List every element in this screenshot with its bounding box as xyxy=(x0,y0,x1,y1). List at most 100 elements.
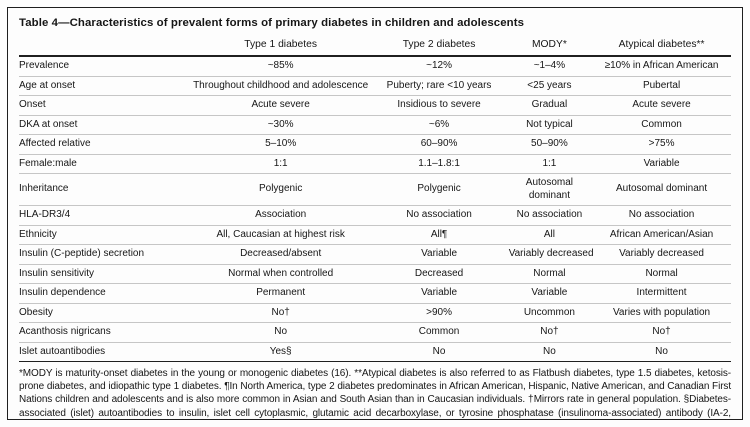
table-cell: Association xyxy=(189,205,372,225)
row-label: Insulin (C-peptide) secretion xyxy=(19,244,190,264)
table-cell: No xyxy=(371,341,507,362)
row-label: Ethnicity xyxy=(19,224,190,245)
table-cell: No xyxy=(592,341,731,362)
table-title: Table 4—Characteristics of prevalent for… xyxy=(19,17,525,29)
table-cell: No xyxy=(506,341,593,362)
table-row: Insulin sensitivity Normal when controlle… xyxy=(19,263,731,284)
row-label: Affected relative xyxy=(19,134,190,154)
table-cell: Insidious to severe xyxy=(371,95,507,115)
table-cell: All, Caucasian at highest risk xyxy=(189,224,372,245)
table-cell: Polygenic xyxy=(371,173,507,206)
diabetes-table: Type 1 diabetes Type 2 diabetes MODY* Atypi… xyxy=(19,37,731,362)
table-cell: No association xyxy=(506,205,593,225)
row-label: Prevalence xyxy=(19,60,70,71)
table-cell: Decreased xyxy=(371,263,507,284)
table-cell: Acute severe xyxy=(592,95,731,115)
table-cell: All xyxy=(506,224,593,245)
table-row: Ethnicity All, Caucasian at highest risk A… xyxy=(19,224,731,245)
table-cell: ~30% xyxy=(189,114,372,135)
table-body: Prevalence ~85% ~12% ~1–4% ≥10% in African A… xyxy=(19,56,731,362)
row-label: Obesity xyxy=(19,302,190,323)
table-row: Insulin (C-peptide) secretion Decreased/a… xyxy=(19,244,731,264)
row-label: Inheritance xyxy=(19,173,190,206)
table-cell: All¶ xyxy=(371,224,507,245)
table-cell: Gradual xyxy=(506,95,593,115)
table-cell: No† xyxy=(592,322,731,342)
table-row: Acanthosis nigricans No Common No† No† xyxy=(19,322,731,342)
table-cell: Variably decreased xyxy=(592,244,731,264)
row-label: Insulin dependence xyxy=(19,283,190,303)
table-cell: Yes§ xyxy=(189,341,372,362)
table-figure: Table 4—Characteristics of prevalent for… xyxy=(7,7,743,420)
row-label: DKA at onset xyxy=(19,114,190,135)
table-cell: No xyxy=(189,322,372,342)
row-label: Onset xyxy=(19,95,190,115)
table-cell: Variable xyxy=(371,283,507,303)
table-cell: 1:1 xyxy=(506,153,593,174)
table-cell: ~6% xyxy=(371,114,507,135)
table-cell: No association xyxy=(371,205,507,225)
column-header: Atypical diabetes** xyxy=(592,37,731,57)
header-row: Type 1 diabetes Type 2 diabetes MODY* Atypi… xyxy=(19,37,731,57)
table-footnote: *MODY is maturity-onset diabetes in the … xyxy=(19,368,731,419)
table-row: Obesity No† >90% Uncommon Varies with popula… xyxy=(19,302,731,323)
row-label: Islet autoantibodies xyxy=(19,341,190,362)
table-cell: Permanent xyxy=(189,283,372,303)
table-cell: Autosomal dominant xyxy=(592,173,731,206)
row-label: Insulin sensitivity xyxy=(19,263,190,284)
table-row: Prevalence ~85% ~12% ~1–4% ≥10% in African A… xyxy=(19,56,731,76)
column-header: Type 1 diabetes xyxy=(189,37,372,57)
table-cell: Normal when controlled xyxy=(189,263,372,284)
table-cell: Autosomal dominant xyxy=(506,173,593,206)
table-cell: <25 years xyxy=(506,75,593,96)
row-label: HLA-DR3/4 xyxy=(19,205,190,225)
table-row: Onset Acute severe Insidious to severe Grad… xyxy=(19,95,731,115)
row-label: Acanthosis nigricans xyxy=(19,322,190,342)
table-cell: 1:1 xyxy=(189,153,372,174)
table-cell: >90% xyxy=(371,302,507,323)
table-cell: Pubertal xyxy=(592,75,731,96)
table-cell: African American/Asian xyxy=(592,224,731,245)
table-cell: Common xyxy=(592,114,731,135)
table-row: Female:male 1:1 1.1–1.8:1 1:1 Variable xyxy=(19,153,731,174)
table-row: Age at onset Throughout childhood and ado… xyxy=(19,75,731,96)
table-cell: >75% xyxy=(592,134,731,154)
table-cell: ~12% xyxy=(426,60,452,71)
table-row: DKA at onset ~30% ~6% Not typical Common xyxy=(19,114,731,135)
table-cell: Varies with population xyxy=(592,302,731,323)
table-cell: No† xyxy=(189,302,372,323)
table-row: Islet autoantibodies Yes§ No No No xyxy=(19,341,731,362)
table-cell: 60–90% xyxy=(371,134,507,154)
table-cell: No† xyxy=(506,322,593,342)
table-cell: Acute severe xyxy=(189,95,372,115)
table-cell: 50–90% xyxy=(506,134,593,154)
table-cell: ≥10% in African American xyxy=(604,60,719,71)
table-row: Affected relative 5–10% 60–90% 50–90% >75% xyxy=(19,134,731,154)
table-cell: Variably decreased xyxy=(506,244,594,264)
table-cell: ~85% xyxy=(267,60,294,71)
table-cell: Variable xyxy=(592,153,731,174)
row-label-stub xyxy=(19,37,190,57)
table-cell: Decreased/absent xyxy=(189,244,372,264)
table-cell: Not typical xyxy=(506,114,593,135)
table-cell: Variable xyxy=(371,244,507,264)
table-row: Inheritance Polygenic Polygenic Autosomal d… xyxy=(19,173,731,206)
column-header: MODY* xyxy=(506,37,593,57)
table-cell: ~1–4% xyxy=(533,60,566,71)
table-cell: Normal xyxy=(592,263,731,284)
table-row: HLA-DR3/4 Association No association No ass… xyxy=(19,205,731,225)
table-header: Type 1 diabetes Type 2 diabetes MODY* Atypi… xyxy=(19,37,731,57)
column-header: Type 2 diabetes xyxy=(371,37,507,57)
table-cell: Polygenic xyxy=(189,173,372,206)
table-cell: Normal xyxy=(506,263,593,284)
table-cell: 5–10% xyxy=(189,134,372,154)
table-cell: No association xyxy=(592,205,731,225)
table-cell: Variable xyxy=(506,283,593,303)
table-cell: 1.1–1.8:1 xyxy=(371,153,507,174)
row-label: Female:male xyxy=(19,153,190,174)
table-cell: Intermittent xyxy=(592,283,731,303)
table-cell: Common xyxy=(371,322,507,342)
table-cell: Throughout childhood and adolescence xyxy=(189,75,372,96)
table-cell: Uncommon xyxy=(506,302,593,323)
row-label: Age at onset xyxy=(19,75,190,96)
